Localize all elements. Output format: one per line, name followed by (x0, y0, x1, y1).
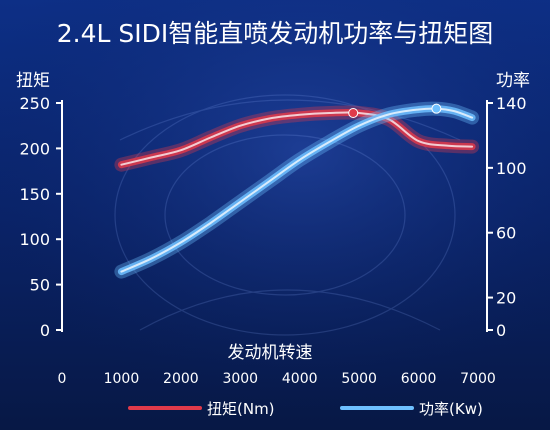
x-tick-label: 6000 (401, 371, 437, 387)
x-tick-label: 0 (58, 371, 67, 387)
x-tick-label: 5000 (341, 371, 377, 387)
left-tick-label: 250 (19, 94, 50, 113)
series-layer (114, 101, 480, 279)
right-tick-label: 0 (496, 321, 506, 340)
legend-label-1: 功率(Kw) (419, 400, 483, 418)
x-axis-title: 发动机转速 (228, 343, 313, 363)
legend-label-0: 扭矩(Nm) (207, 400, 275, 418)
x-axis-ticks: 0 1000 2000 3000 4000 5000 6000 7000 (58, 371, 496, 387)
x-tick-label: 3000 (222, 371, 258, 387)
left-tick-label: 150 (19, 185, 50, 204)
series-1-peak-marker (431, 103, 442, 114)
left-tick-label: 100 (19, 230, 50, 249)
right-tick-label: 140 (496, 94, 527, 113)
series-0-line (114, 105, 480, 172)
left-tick-label: 200 (19, 139, 50, 158)
right-tick-label: 100 (496, 159, 527, 178)
right-axis-title: 功率 (496, 71, 530, 91)
chart-title: 2.4L SIDI智能直喷发动机功率与扭矩图 (57, 19, 494, 48)
right-axis-ticks: 0 20 60 100 140 (487, 94, 527, 340)
left-tick-label: 50 (30, 276, 50, 295)
x-tick-label: 2000 (163, 371, 199, 387)
series-highlight (120, 111, 474, 166)
x-tick-label: 4000 (282, 371, 318, 387)
right-tick-label: 60 (496, 224, 516, 243)
x-tick-label: 1000 (104, 371, 140, 387)
background-engine-decoration (114, 94, 461, 336)
x-tick-label: 7000 (460, 371, 496, 387)
left-axis-ticks: 0 50 100 150 200 250 (19, 94, 62, 340)
left-axis-title: 扭矩 (16, 71, 50, 91)
left-tick-label: 0 (40, 321, 50, 340)
series-0-peak-marker (348, 107, 359, 118)
right-tick-label: 20 (496, 289, 516, 308)
legend: 扭矩(Nm) 功率(Kw) (128, 400, 483, 418)
